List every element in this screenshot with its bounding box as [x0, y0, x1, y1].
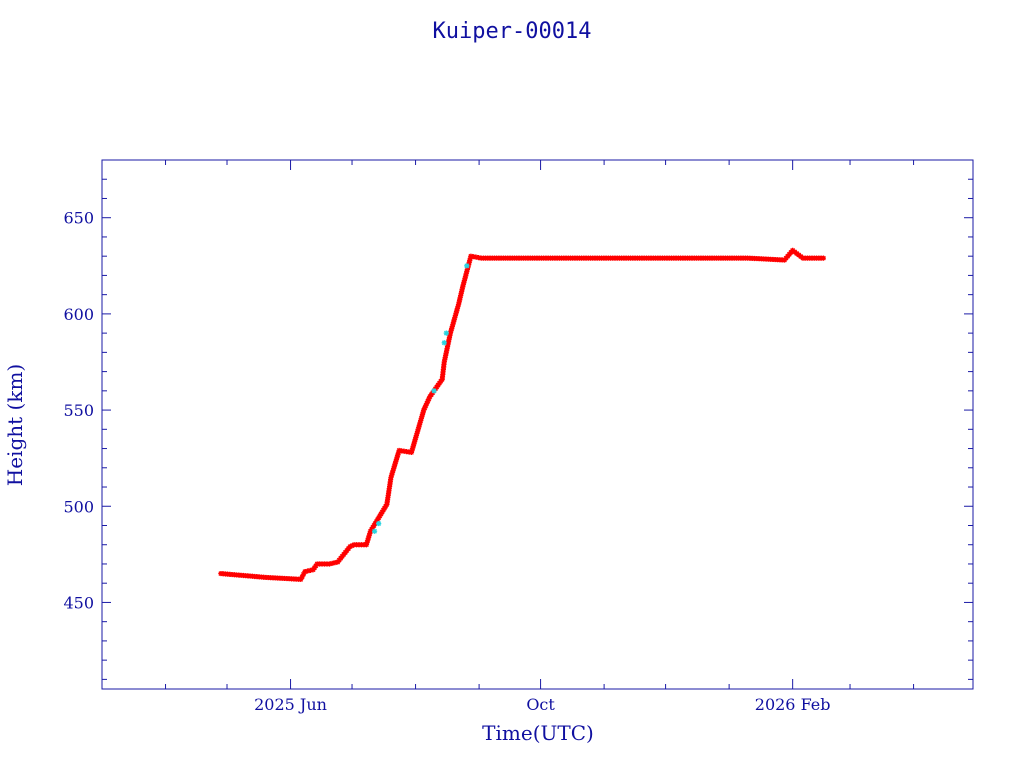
y-tick-label: 450 [63, 593, 94, 612]
data-point [394, 454, 400, 460]
data-point [389, 470, 395, 476]
y-tick-label: 650 [63, 209, 94, 228]
data-point [300, 571, 307, 577]
y-tick-label: 550 [63, 401, 94, 420]
data-points [218, 247, 826, 582]
data-point [388, 474, 394, 480]
data-point [365, 535, 372, 541]
data-point-alt [464, 263, 470, 269]
data-point [425, 398, 431, 404]
data-point [349, 543, 355, 549]
data-point [332, 560, 338, 566]
plot-frame [101, 159, 974, 690]
data-point [299, 574, 305, 580]
y-axis-label: Height (km) [3, 364, 27, 486]
data-point [366, 533, 372, 539]
x-tick-label: 2025 Jun [254, 695, 327, 714]
data-point [421, 407, 427, 413]
data-point [392, 461, 398, 467]
y-tick-label: 500 [63, 497, 94, 516]
data-point-alt [441, 340, 447, 346]
data-point [347, 544, 353, 550]
data-point [820, 255, 826, 261]
data-point [305, 568, 311, 574]
data-point-alt [376, 520, 382, 527]
data-point [329, 560, 335, 566]
y-tick-label: 600 [63, 305, 94, 324]
data-point [393, 456, 400, 463]
plot-area [101, 159, 974, 690]
x-axis-label: Time(UTC) [482, 721, 594, 745]
data-point [363, 542, 369, 548]
data-point [422, 405, 428, 411]
data-point [302, 569, 308, 575]
data-point [364, 539, 370, 546]
data-point [389, 472, 395, 478]
x-tick-label: 2026 Feb [755, 695, 831, 714]
data-point [395, 450, 402, 456]
data-point [367, 530, 373, 537]
data-point [424, 400, 430, 406]
axis-tick-labels: 450 500 550 600 650 2025 Jun Oct 2026 Feb [63, 209, 830, 714]
data-point-alt [371, 528, 378, 534]
data-point [298, 576, 304, 582]
data-point [393, 459, 399, 465]
data-point [390, 468, 396, 474]
x-tick-label: Oct [526, 695, 555, 714]
data-point [365, 537, 371, 543]
data-point [423, 402, 429, 409]
chart-title: Kuiper-00014 [433, 19, 592, 44]
data-point-alt [431, 388, 437, 394]
data-point [326, 561, 333, 567]
data-point-alt [443, 330, 449, 336]
data-point [391, 463, 397, 469]
data-point [395, 452, 401, 458]
data-point [391, 465, 397, 472]
data-point [307, 567, 313, 573]
axis-ticks [102, 159, 973, 689]
data-point [426, 396, 432, 402]
